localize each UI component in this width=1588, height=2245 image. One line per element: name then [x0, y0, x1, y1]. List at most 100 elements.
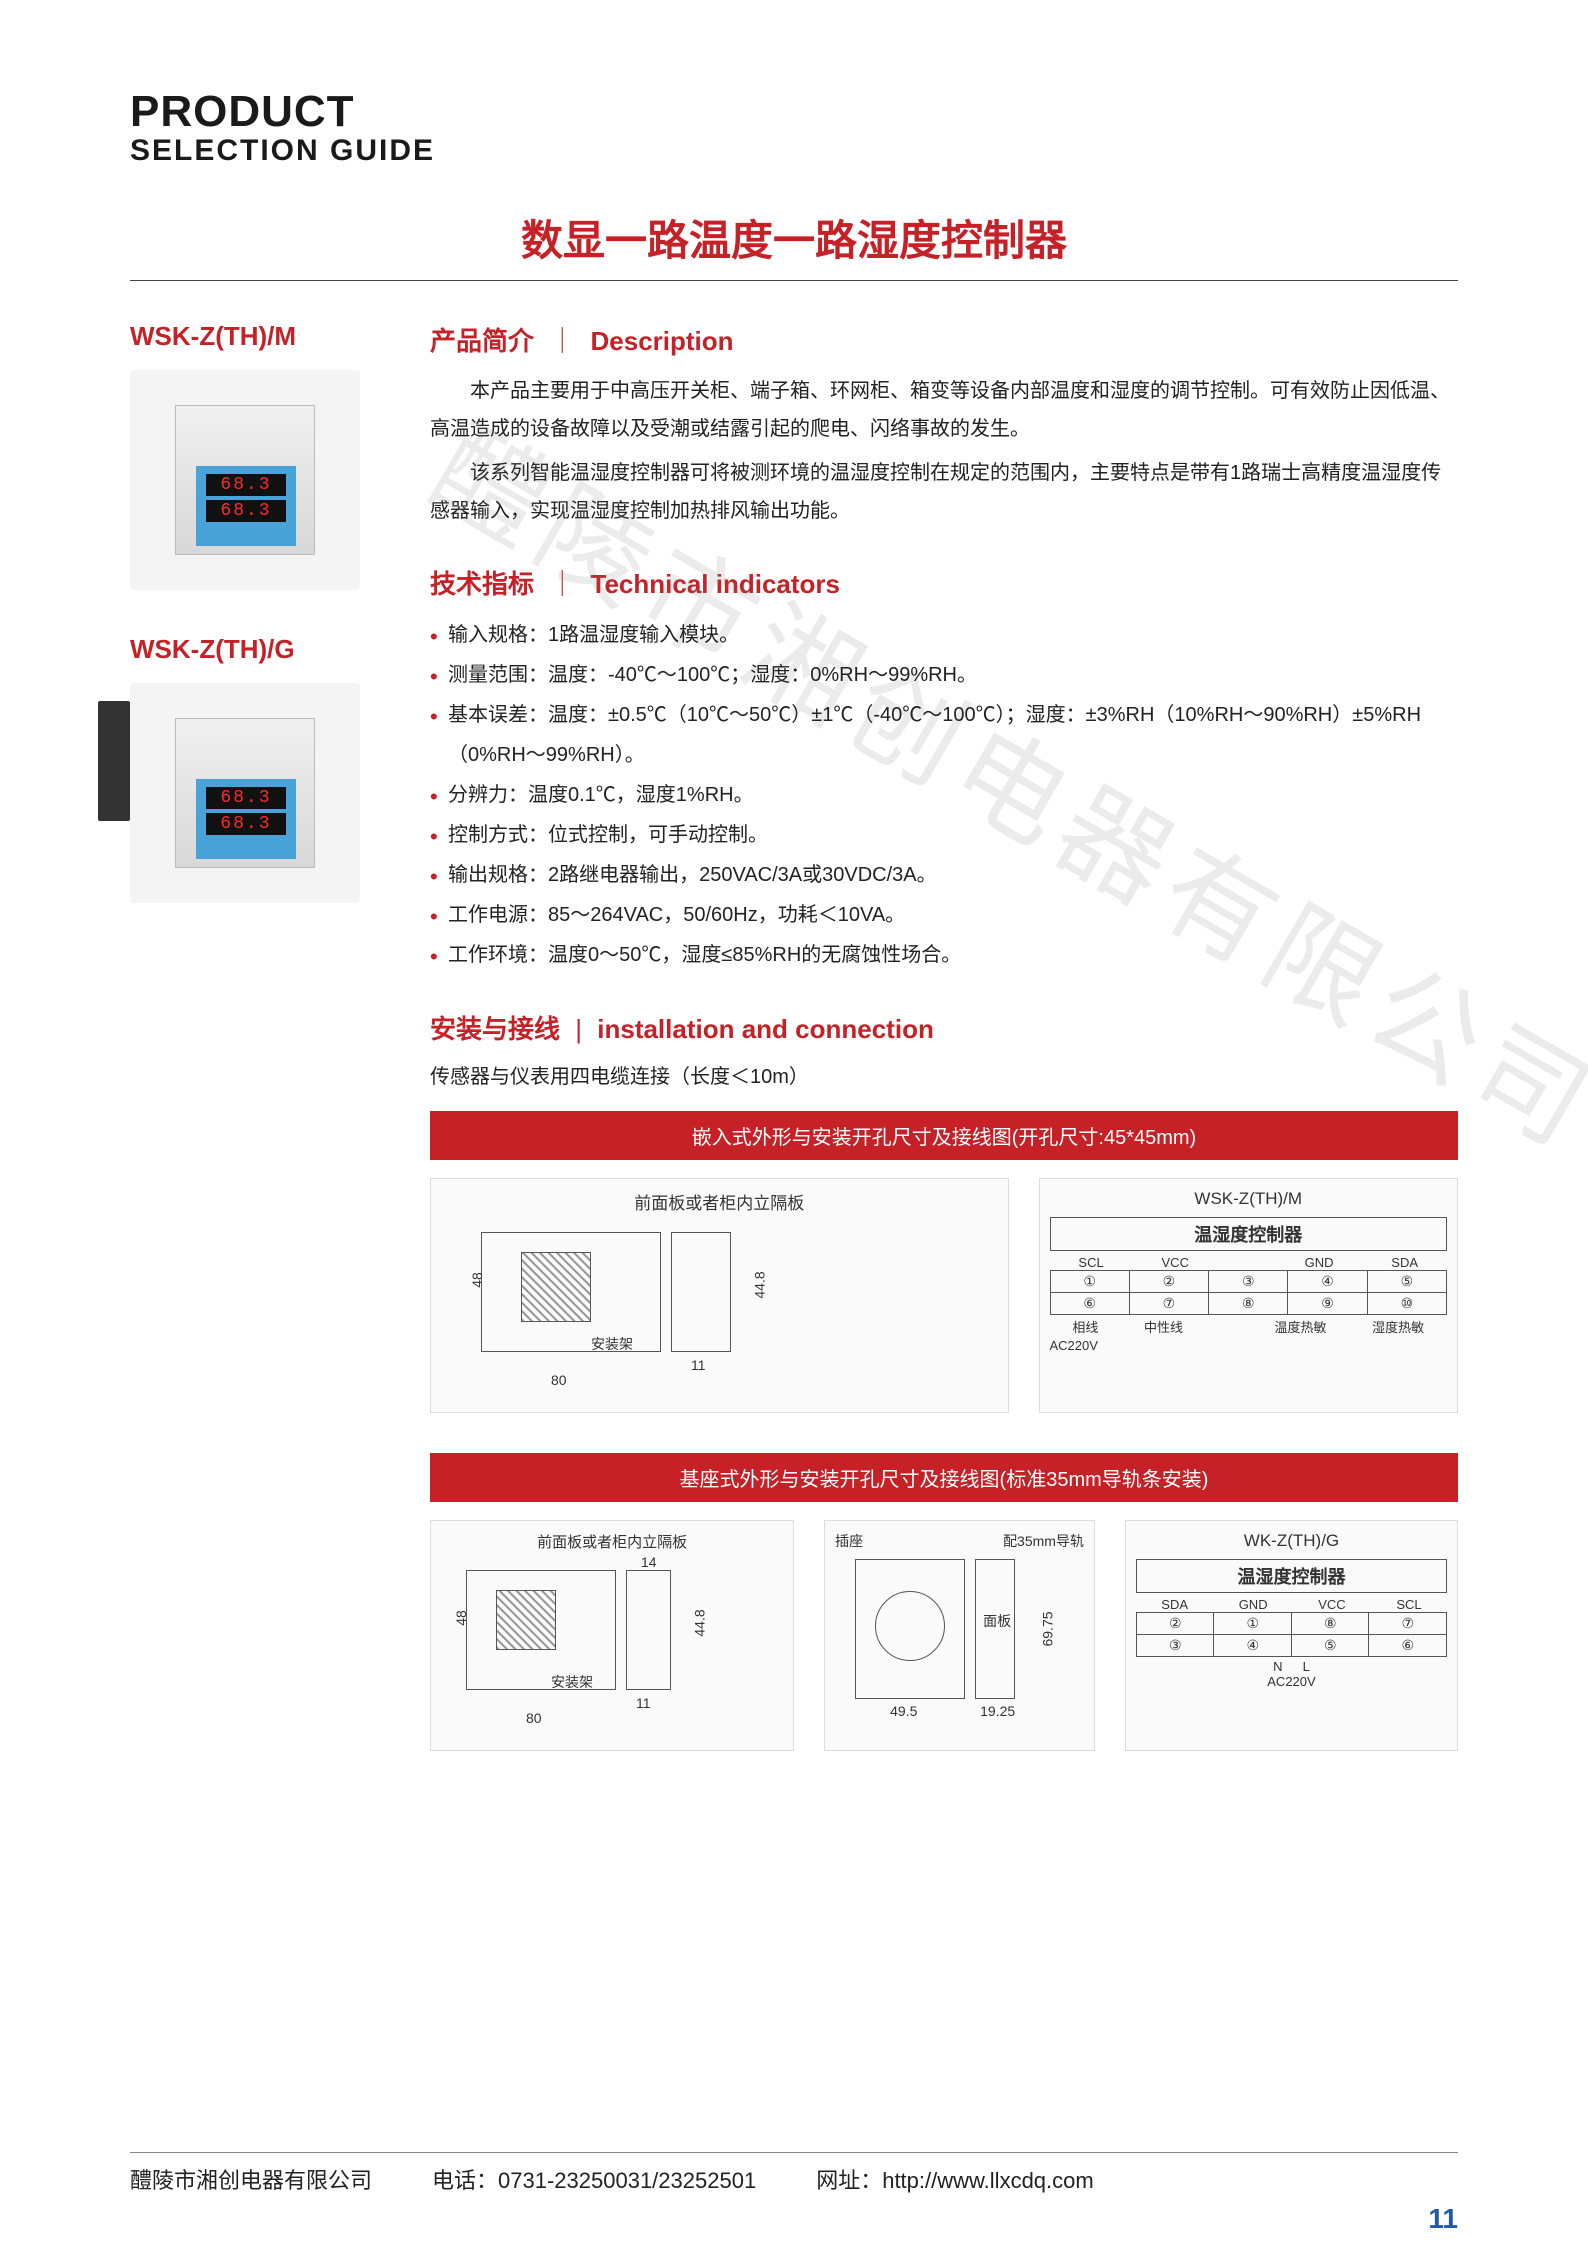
wiring-top-labels-g: SDA GND VCC SCL: [1136, 1597, 1447, 1612]
spec-item: 基本误差：温度：±0.5℃（10℃～50℃）±1℃（-40℃～100℃）；湿度：…: [430, 695, 1458, 775]
title-separator: |: [575, 1014, 582, 1044]
dim-ss: 19.25: [980, 1703, 1015, 1719]
page-number: 11: [1428, 2203, 1458, 2235]
device-g-image: 68.3 68.3: [130, 683, 360, 903]
dim-d: 44.8: [692, 1609, 708, 1636]
dim-top: 14: [641, 1554, 657, 1570]
diagram-g-wiring: WK-Z(TH)/G 温湿度控制器 SDA GND VCC SCL ② ① ⑧: [1125, 1520, 1458, 1751]
diagram-g-caption: 前面板或者柜内立隔板: [441, 1531, 783, 1552]
terminal: ⑥: [1369, 1635, 1447, 1657]
footer-web: 网址：http://www.llxcdq.com: [816, 2163, 1094, 2195]
specs-title-en: Technical indicators: [591, 569, 840, 599]
wiring-label: GND: [1305, 1255, 1334, 1270]
header: PRODUCT SELECTION GUIDE: [130, 90, 1458, 167]
terminal: ⑤: [1367, 1271, 1446, 1293]
spec-item: 工作电源：85～264VAC，50/60Hz，功耗＜10VA。: [430, 895, 1458, 935]
terminal: ⑦: [1369, 1613, 1447, 1635]
description-para-1: 本产品主要用于中高压开关柜、端子箱、环网柜、箱变等设备内部温度和湿度的调节控制。…: [430, 372, 1458, 448]
install-title-cn: 安装与接线: [430, 1014, 560, 1044]
diagram-m-wiring: WSK-Z(TH)/M 温湿度控制器 SCL VCC GND SDA ① ② ③: [1039, 1178, 1459, 1413]
wiring-label: VCC: [1318, 1597, 1345, 1612]
header-line2: SELECTION GUIDE: [130, 134, 1458, 167]
spec-item: 测量范围：温度：-40℃～100℃；湿度：0%RH～99%RH。: [430, 655, 1458, 695]
title-rule: [130, 280, 1458, 281]
terminal: ④: [1214, 1635, 1292, 1657]
terminal: ⑦: [1129, 1293, 1208, 1315]
wiring-label: SDA: [1161, 1597, 1188, 1612]
terminal: ③: [1136, 1635, 1214, 1657]
wiring-label: 中性线: [1144, 1317, 1183, 1336]
panel-label: 面板: [983, 1611, 1011, 1631]
wiring-label: N: [1273, 1659, 1282, 1674]
footer-web-value: http://www.llxcdq.com: [882, 2168, 1094, 2193]
title-separator: ｜: [549, 569, 575, 599]
wiring-title-m: 温湿度控制器: [1050, 1217, 1448, 1251]
wiring-label: SCL: [1396, 1597, 1421, 1612]
wiring-table-g: ② ① ⑧ ⑦ ③ ④ ⑤ ⑥: [1136, 1612, 1447, 1657]
footer-company: 醴陵市湘创电器有限公司: [130, 2163, 372, 2195]
terminal: ①: [1214, 1613, 1292, 1635]
terminal: ⑧: [1291, 1613, 1369, 1635]
dim-gap: 11: [636, 1695, 651, 1711]
dim-w: 80: [551, 1372, 567, 1388]
ac-label-m: AC220V: [1050, 1338, 1448, 1353]
spec-item: 分辨力：温度0.1℃，湿度1%RH。: [430, 775, 1458, 815]
device-m-image: 68.3 68.3: [130, 370, 360, 590]
mount-label: 安装架: [551, 1672, 593, 1692]
diagram-m-outline: 前面板或者柜内立隔板 48 80 44.8 11 安装架: [430, 1178, 1009, 1413]
footer-web-label: 网址：: [816, 2168, 882, 2193]
terminal: ⑨: [1288, 1293, 1367, 1315]
main-title: 数显一路温度一路湿度控制器: [130, 207, 1458, 268]
dim-h: 48: [469, 1272, 485, 1288]
spec-item: 控制方式：位式控制，可手动控制。: [430, 815, 1458, 855]
dim-gap: 11: [691, 1357, 706, 1373]
terminal: ⑤: [1291, 1635, 1369, 1657]
wiring-label: 温度热敏: [1274, 1317, 1326, 1336]
terminal: ②: [1136, 1613, 1214, 1635]
footer-phone-value: 0731-23250031/23252501: [498, 2168, 756, 2193]
wiring-label: 相线: [1072, 1317, 1098, 1336]
footer-phone-label: 电话：: [432, 2168, 498, 2193]
diagram-row-m: 前面板或者柜内立隔板 48 80 44.8 11 安装架 WSK-Z(TH)/M: [430, 1178, 1458, 1413]
description-title-cn: 产品简介: [430, 326, 534, 356]
terminal: ④: [1288, 1271, 1367, 1293]
spec-item: 输入规格：1路温湿度输入模块。: [430, 615, 1458, 655]
wiring-bottom-labels-g: N L: [1136, 1659, 1447, 1674]
footer-rule: [130, 2152, 1458, 2153]
title-separator: ｜: [549, 326, 575, 356]
install-title: 安装与接线 | installation and connection: [430, 1009, 1458, 1046]
terminal: ③: [1209, 1271, 1288, 1293]
diagram-row-g: 前面板或者柜内立隔板 48 80 44.8 11 14 安装架: [430, 1520, 1458, 1751]
socket-label: 插座: [835, 1531, 863, 1551]
diagram-g-outline: 前面板或者柜内立隔板 48 80 44.8 11 14 安装架: [430, 1520, 794, 1751]
rail-label: 配35mm导轨: [1003, 1531, 1084, 1551]
wiring-table-m: ① ② ③ ④ ⑤ ⑥ ⑦ ⑧ ⑨ ⑩: [1050, 1270, 1448, 1315]
description-title: 产品简介 ｜ Description: [430, 321, 1458, 358]
specs-title: 技术指标 ｜ Technical indicators: [430, 564, 1458, 601]
wiring-bottom-labels-m: 相线 中性线 温度热敏 湿度热敏: [1050, 1317, 1448, 1336]
wiring-label: L: [1303, 1659, 1310, 1674]
device-m-led1: 68.3: [206, 474, 286, 496]
specs-title-cn: 技术指标: [430, 569, 534, 599]
footer-phone: 电话：0731-23250031/23252501: [432, 2163, 756, 2195]
terminal: ⑥: [1050, 1293, 1129, 1315]
ac-label-g: AC220V: [1136, 1674, 1447, 1689]
wiring-label: VCC: [1162, 1255, 1189, 1270]
specs-list: 输入规格：1路温湿度输入模块。 测量范围：温度：-40℃～100℃；湿度：0%R…: [430, 615, 1458, 975]
dim-w: 80: [526, 1710, 542, 1726]
terminal: ②: [1129, 1271, 1208, 1293]
header-line1: PRODUCT: [130, 90, 1458, 134]
right-column: 产品简介 ｜ Description 本产品主要用于中高压开关柜、端子箱、环网柜…: [430, 321, 1458, 1791]
install-note: 传感器与仪表用四电缆连接（长度＜10m）: [430, 1060, 1458, 1089]
wiring-title-g: 温湿度控制器: [1136, 1559, 1447, 1593]
device-m-led2: 68.3: [206, 500, 286, 522]
mount-label: 安装架: [591, 1334, 633, 1354]
diagram-m-caption: 前面板或者柜内立隔板: [441, 1189, 998, 1214]
device-g-led1: 68.3: [206, 787, 286, 809]
description-para-2: 该系列智能温湿度控制器可将被测环境的温湿度控制在规定的范围内，主要特点是带有1路…: [430, 454, 1458, 530]
dim-d: 44.8: [752, 1271, 768, 1298]
description-title-en: Description: [591, 326, 734, 356]
wiring-label: SCL: [1078, 1255, 1103, 1270]
wiring-label: 湿度热敏: [1372, 1317, 1424, 1336]
dim-sh: 69.75: [1040, 1611, 1056, 1646]
